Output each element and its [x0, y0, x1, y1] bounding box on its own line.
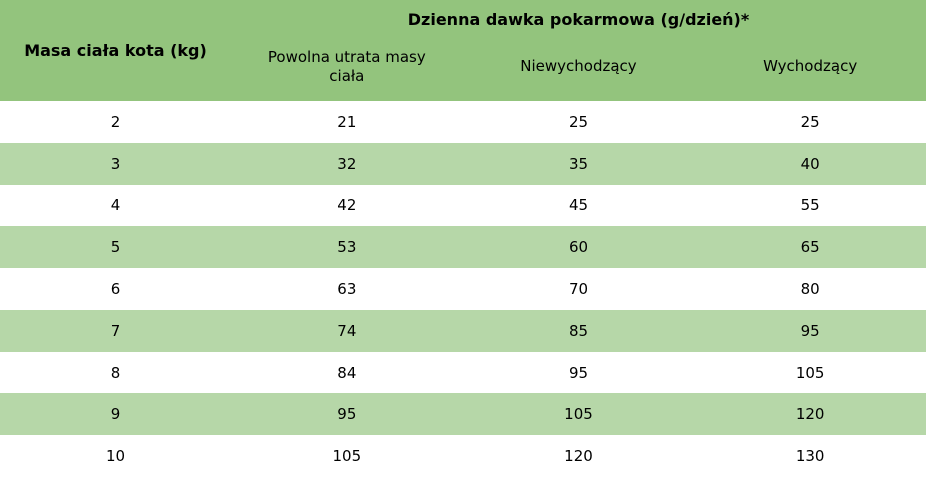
dose-cell: 130 [795, 447, 825, 466]
dose-cell: 35 [568, 154, 589, 173]
table-row: 10 105 120 130 [0, 435, 926, 477]
table-body: 2 21 25 25 3 32 35 40 4 42 45 55 5 53 60 65 6 63 70 80 7 74 85… [0, 101, 926, 477]
dose-cell: 32 [337, 154, 357, 173]
dose-cell: 95 [337, 405, 357, 424]
dose-cell: 53 [337, 238, 357, 257]
dose-cell: 25 [568, 112, 589, 131]
weight-column-header: Masa ciała kota (kg) [0, 0, 231, 101]
column-header-slow-weight-loss: Powolna utrata masy ciała [231, 38, 463, 101]
dose-cell: 85 [568, 321, 589, 340]
table-row: 2 21 25 25 [0, 101, 926, 143]
weight-cell: 8 [110, 363, 121, 382]
table-row: 6 63 70 80 [0, 268, 926, 310]
table-row: 5 53 60 65 [0, 226, 926, 269]
weight-cell: 10 [105, 447, 126, 466]
table-row: 9 95 105 120 [0, 393, 926, 436]
dose-cell: 63 [337, 280, 357, 299]
dose-cell: 42 [337, 196, 357, 215]
dose-cell: 120 [795, 405, 825, 424]
column-header-outdoor: Wychodzący [694, 38, 926, 101]
table-header: Masa ciała kota (kg) Dzienna dawka pokar… [0, 0, 926, 101]
dose-cell: 21 [337, 112, 357, 131]
dose-cell: 74 [337, 321, 357, 340]
weight-cell: 3 [110, 154, 121, 173]
weight-cell: 9 [110, 405, 121, 424]
weight-cell: 2 [110, 112, 121, 131]
dose-cell: 80 [800, 280, 820, 299]
column-header-indoor-label: Niewychodzący [520, 57, 637, 76]
dose-cell: 65 [800, 238, 820, 257]
weight-cell: 5 [110, 238, 121, 257]
dose-cell: 105 [795, 363, 825, 382]
dose-cell: 70 [568, 280, 589, 299]
dose-cell: 55 [800, 196, 820, 215]
dose-cell: 40 [800, 154, 820, 173]
table-row: 8 84 95 105 [0, 352, 926, 394]
column-header-slow-weight-loss-label: Powolna utrata masy ciała [267, 47, 426, 85]
table-row: 3 32 35 40 [0, 142, 926, 185]
subheader-row: Powolna utrata masy ciała Niewychodzący … [231, 38, 926, 101]
dose-cell: 95 [568, 363, 589, 382]
dose-cell: 60 [568, 238, 589, 257]
weight-cell: 6 [110, 280, 121, 299]
dose-header-group: Dzienna dawka pokarmowa (g/dzień)* Powol… [231, 0, 926, 101]
column-header-outdoor-label: Wychodzący [763, 57, 858, 76]
dose-cell: 105 [564, 405, 593, 424]
dose-cell: 105 [332, 447, 362, 466]
table-title-row: Dzienna dawka pokarmowa (g/dzień)* [231, 0, 926, 38]
table-row: 7 74 85 95 [0, 309, 926, 352]
dose-cell: 84 [337, 363, 357, 382]
weight-column-header-label: Masa ciała kota (kg) [24, 41, 207, 60]
dose-cell: 120 [564, 447, 593, 466]
table-title: Dzienna dawka pokarmowa (g/dzień)* [407, 9, 750, 29]
weight-cell: 7 [110, 321, 121, 340]
weight-cell: 4 [110, 196, 121, 215]
dose-cell: 45 [568, 196, 589, 215]
table-row: 4 42 45 55 [0, 185, 926, 227]
dose-cell: 95 [800, 321, 820, 340]
dose-cell: 25 [800, 112, 820, 131]
column-header-indoor: Niewychodzący [463, 38, 695, 101]
